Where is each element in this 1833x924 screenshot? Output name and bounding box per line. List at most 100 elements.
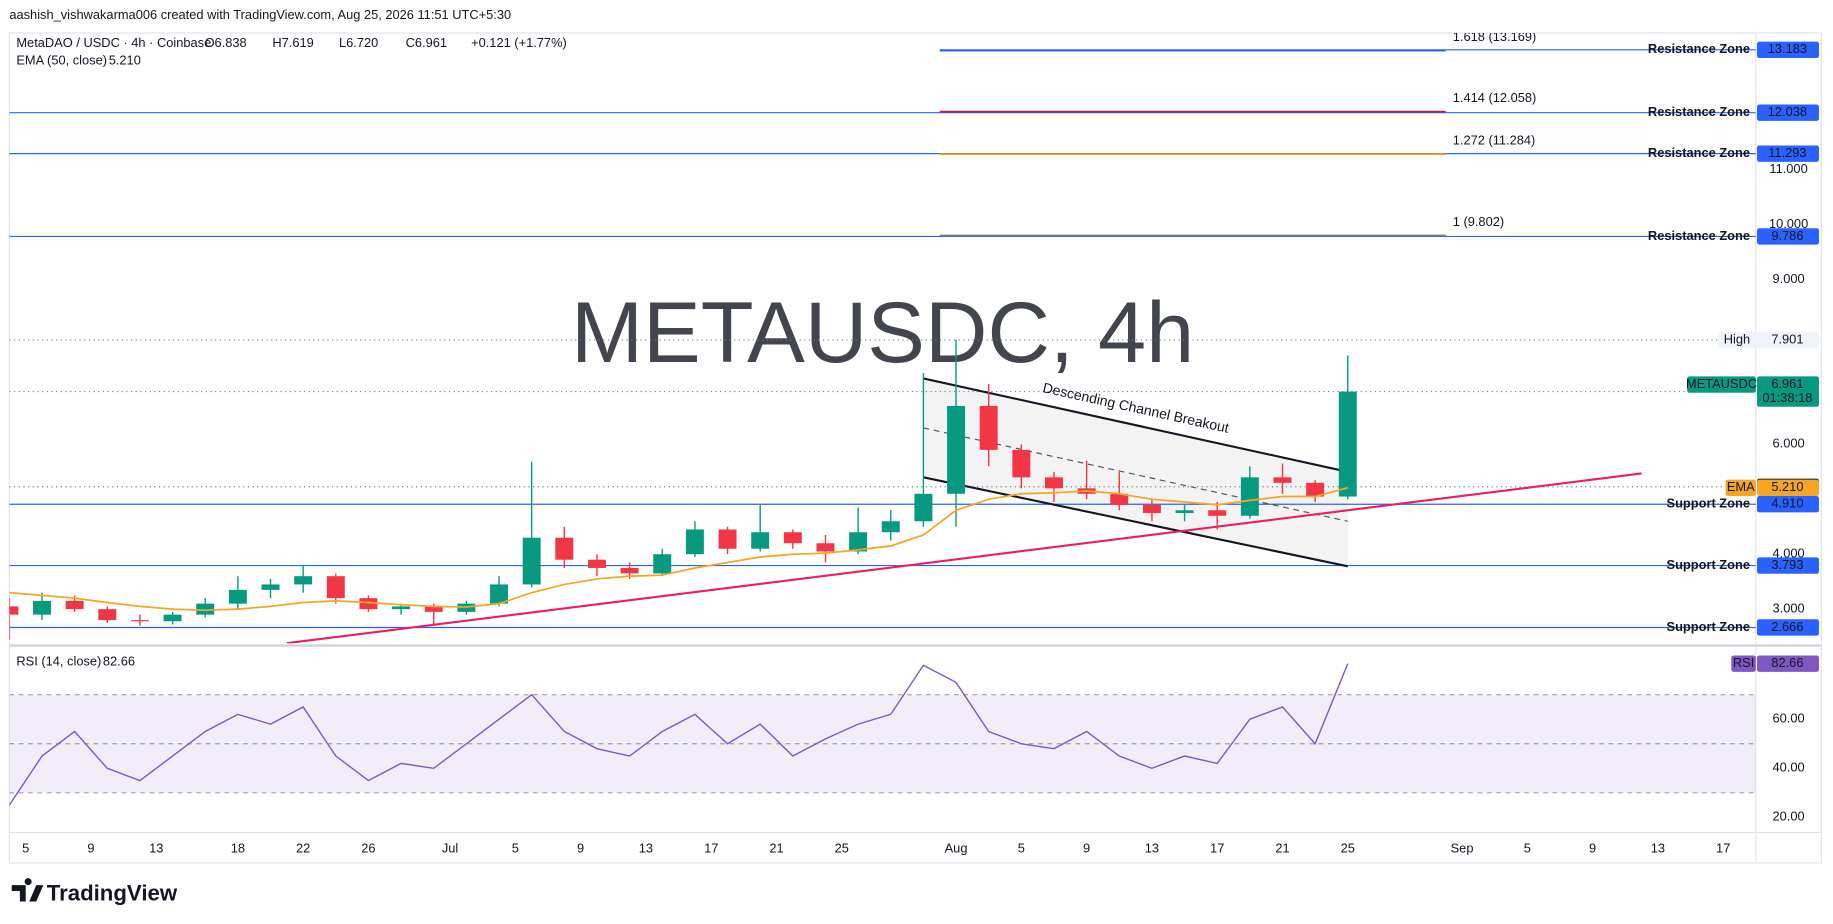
candle-body xyxy=(196,603,215,615)
x-tick-label: Aug xyxy=(945,840,968,855)
x-tick-label: 13 xyxy=(149,840,163,855)
rsi-pane xyxy=(9,663,1756,806)
level-box xyxy=(1757,496,1819,513)
candle-body xyxy=(653,554,672,574)
x-tick-label: 13 xyxy=(1145,840,1159,855)
ohlc-open: O6.838 xyxy=(205,35,247,50)
candle-body xyxy=(261,584,280,590)
candle-body xyxy=(359,598,378,610)
candle-body xyxy=(1240,477,1259,516)
x-tick-label: 9 xyxy=(577,840,584,855)
channel-fill xyxy=(923,378,1348,567)
fib-label: 1.618 (13.169) xyxy=(1453,29,1537,44)
x-tick-label: 26 xyxy=(361,840,375,855)
ema-line xyxy=(9,486,1349,612)
candle-body xyxy=(522,537,541,585)
level-box xyxy=(1757,145,1819,162)
candle-body xyxy=(587,559,606,568)
level-value: 3.793 xyxy=(1771,557,1803,572)
level-value: 13.183 xyxy=(1768,41,1807,56)
candle-body xyxy=(1175,510,1194,514)
candle-body xyxy=(130,620,149,622)
chart-frame xyxy=(8,32,1822,864)
candle-body xyxy=(751,532,770,549)
price-label-name-box xyxy=(1717,331,1756,349)
candle-body xyxy=(9,606,19,615)
price-label-name-box xyxy=(1725,479,1756,496)
logo-text: TradingView xyxy=(47,880,178,905)
price-label-name-box xyxy=(1687,376,1756,393)
x-tick-label: 13 xyxy=(639,840,653,855)
candle-body xyxy=(718,529,737,549)
level-value: 11.293 xyxy=(1768,145,1806,160)
x-tick-label: 17 xyxy=(1210,840,1224,855)
candle-body xyxy=(1142,504,1161,514)
level-value: 2.666 xyxy=(1771,619,1803,634)
x-tick-label: 5 xyxy=(22,840,29,855)
rsi-legend-value: 82.66 xyxy=(103,653,135,668)
candle-body xyxy=(555,537,574,560)
x-tick-label: 17 xyxy=(1716,840,1730,855)
price-label-value: 7.901 xyxy=(1771,331,1803,346)
candle-body xyxy=(392,606,411,610)
level-value: 4.910 xyxy=(1771,496,1803,511)
y-tick-label: 6.000 xyxy=(1772,436,1804,451)
x-tick-label: 5 xyxy=(1018,840,1025,855)
trendline xyxy=(286,472,1642,644)
candle-body xyxy=(979,405,998,450)
x-tick-label: Sep xyxy=(1451,840,1474,855)
ohlc-low: L6.720 xyxy=(339,35,378,50)
level-name: Resistance Zone xyxy=(1648,41,1750,56)
candle-body xyxy=(424,606,443,612)
ema-legend: EMA (50, close) xyxy=(16,52,107,67)
level-box xyxy=(1757,104,1819,121)
price-label-name: EMA xyxy=(1727,479,1755,494)
candle-body xyxy=(1338,391,1357,497)
level-box xyxy=(1757,557,1819,574)
y-tick-label: 9.000 xyxy=(1772,271,1804,286)
rsi-name-box xyxy=(1731,655,1756,672)
rsi-tick-label: 40.00 xyxy=(1772,760,1804,775)
candle-body xyxy=(1045,477,1063,489)
rsi-name: RSI xyxy=(1733,655,1754,670)
candle-body xyxy=(228,589,247,604)
candle-body xyxy=(816,543,835,552)
candle-body xyxy=(1208,510,1227,516)
fib-label: 1.272 (11.284) xyxy=(1453,133,1536,148)
x-tick-label: 25 xyxy=(1341,840,1355,855)
axes: 3.000 4.000 6.000 9.000 10.000 11.000 5 9 13 18 22… xyxy=(22,41,1819,855)
rsi-line xyxy=(9,663,1349,806)
candle-body xyxy=(947,405,966,494)
level-name: Resistance Zone xyxy=(1648,145,1750,160)
rsi-value: 82.66 xyxy=(1771,655,1803,670)
x-tick-label: 21 xyxy=(1275,840,1289,855)
x-tick-label: 5 xyxy=(512,840,519,855)
price-label-value: 5.210 xyxy=(1771,479,1803,494)
level-value: 12.038 xyxy=(1768,104,1807,119)
logo: TradingView xyxy=(11,878,178,905)
candle-body xyxy=(914,493,933,522)
price-label-name: METAUSDC xyxy=(1686,376,1757,391)
candle-body xyxy=(849,532,868,552)
fib-label: 1.414 (12.058) xyxy=(1453,90,1537,105)
rsi-tick-label: 60.00 xyxy=(1772,711,1804,726)
x-tick-label: 9 xyxy=(1083,840,1090,855)
level-name: Support Zone xyxy=(1667,619,1750,634)
x-tick-label: 18 xyxy=(231,840,245,855)
price-label-value: 6.961 xyxy=(1771,376,1803,391)
candle-body xyxy=(620,567,639,574)
level-box xyxy=(1757,41,1819,59)
candle-body xyxy=(685,529,704,555)
price-pane: 1.618 (13.169) 1.414 (12.058) 1.272 (11.28… xyxy=(9,29,1756,644)
price-label-name: High xyxy=(1724,331,1750,346)
logo-mark xyxy=(11,878,44,902)
price-label-box xyxy=(1757,479,1819,496)
x-tick-label: 17 xyxy=(704,840,718,855)
ohlc-close: C6.961 xyxy=(406,35,447,50)
level-name: Support Zone xyxy=(1667,557,1750,572)
x-tick-label: 25 xyxy=(835,840,849,855)
change: +0.121 (+1.77%) xyxy=(471,35,567,50)
level-box xyxy=(1757,228,1819,245)
rsi-legend: RSI (14, close) xyxy=(16,653,101,668)
symbol: MetaDAO / USDC · 4h · Coinbase xyxy=(16,35,211,50)
